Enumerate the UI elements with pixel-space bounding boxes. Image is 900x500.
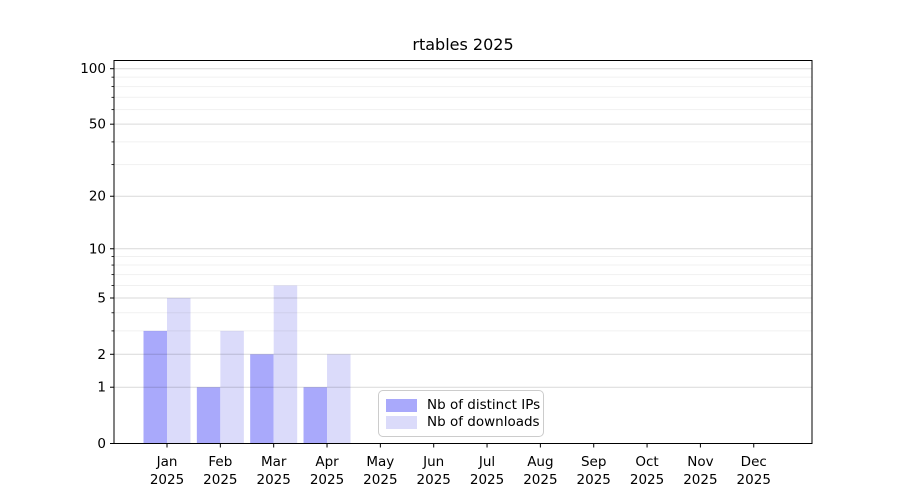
bar-jan-series1 [167, 297, 191, 444]
x-tick-label-year: 2025 [577, 472, 611, 488]
x-tick-label-year: 2025 [737, 472, 771, 488]
x-tick-label-month: Nov [687, 454, 713, 470]
x-tick-label-year: 2025 [310, 472, 344, 488]
y-tick-label: 1 [97, 380, 106, 396]
x-tick-label-month: Jul [478, 454, 495, 470]
x-tick-label-month: Sep [581, 454, 606, 470]
x-tick-label-year: 2025 [683, 472, 717, 488]
x-tick-label-year: 2025 [470, 472, 504, 488]
legend-swatch-distinct-ips [386, 398, 417, 412]
x-tick-label-year: 2025 [203, 472, 237, 488]
x-tick-label-year: 2025 [150, 472, 184, 488]
y-tick-label: 50 [89, 117, 106, 133]
x-tick-label-month: Aug [527, 454, 553, 470]
x-tick-label-year: 2025 [417, 472, 451, 488]
x-tick-label-year: 2025 [630, 472, 664, 488]
legend-box: Nb of distinct IPs Nb of downloads [378, 390, 544, 437]
bar-mar-series1 [273, 285, 298, 444]
y-tick-label: 5 [97, 290, 106, 306]
x-tick-label-year: 2025 [257, 472, 291, 488]
x-tick-label-year: 2025 [363, 472, 397, 488]
legend-item-distinct-ips: Nb of distinct IPs [386, 397, 540, 413]
x-tick-label-month: Jan [156, 454, 178, 470]
bar-jan-series0 [143, 330, 167, 444]
legend-label-downloads: Nb of downloads [427, 414, 540, 430]
y-tick-label: 0 [97, 436, 106, 452]
x-tick-label-month: May [366, 454, 394, 470]
bar-apr-series1 [327, 354, 351, 444]
bar-feb-series1 [220, 330, 244, 444]
y-tick-label: 10 [89, 241, 106, 257]
x-tick-label-month: Feb [208, 454, 232, 470]
y-tick-label: 100 [80, 61, 106, 77]
legend-item-downloads: Nb of downloads [386, 414, 540, 430]
x-tick-label-year: 2025 [523, 472, 557, 488]
x-tick-label-month: Mar [261, 454, 287, 470]
plot-border [113, 60, 813, 444]
chart-title: rtables 2025 [412, 35, 514, 54]
x-tick-label-month: Oct [635, 454, 658, 470]
x-tick-label-month: Apr [315, 454, 339, 470]
legend-label-distinct-ips: Nb of distinct IPs [427, 397, 541, 413]
x-tick-label-month: Jun [422, 454, 444, 470]
x-tick-label-month: Dec [741, 454, 767, 470]
y-tick-label: 2 [97, 347, 106, 363]
legend-swatch-downloads [386, 415, 417, 429]
y-tick-label: 20 [89, 189, 106, 205]
bar-apr-series0 [303, 387, 328, 444]
bar-mar-series0 [250, 354, 274, 444]
bar-feb-series0 [196, 387, 221, 444]
